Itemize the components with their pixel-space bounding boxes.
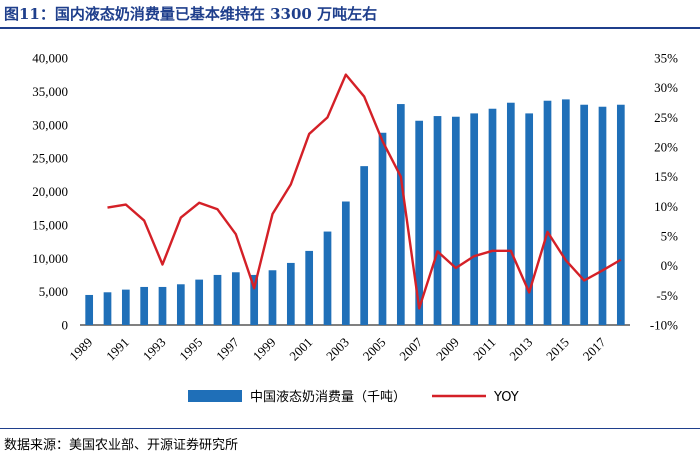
x-tick-label: 2015: [543, 335, 572, 364]
figure-title: 图11：国内液态奶消费量已基本维持在 3300 万吨左右: [4, 5, 378, 23]
x-tick-label: 1993: [140, 335, 169, 364]
bar-2007: [415, 120, 424, 325]
x-tick-label: 1995: [176, 335, 205, 364]
legend-line-label: YOY: [493, 390, 519, 405]
right-tick-label: -10%: [650, 318, 678, 333]
bar-1998: [250, 274, 259, 325]
bar-1990: [103, 292, 112, 325]
bar-2006: [396, 104, 405, 325]
left-tick-label: 30,000: [32, 117, 68, 132]
bar-2001: [305, 250, 314, 325]
chart: 0 5,000 10,000 15,000 20,000 25,000 30,000 35,0…: [32, 51, 679, 406]
right-tick-label: 35%: [654, 51, 678, 66]
right-tick-label: 15%: [654, 169, 678, 184]
bar-2013: [525, 113, 534, 326]
bar-1992: [140, 286, 149, 325]
x-tick-label: 1999: [250, 335, 279, 364]
bar-1995: [195, 279, 204, 325]
bar-series: [85, 99, 625, 326]
bar-2010: [470, 113, 479, 326]
bar-1994: [176, 284, 185, 325]
bar-1997: [231, 272, 240, 325]
x-tick-label: 2007: [396, 334, 425, 363]
x-tick-label: 1997: [213, 334, 242, 363]
x-tick-label: 1991: [103, 335, 132, 364]
bar-2005: [378, 132, 387, 325]
x-tick-label: 2009: [433, 335, 462, 364]
bar-2018: [616, 104, 625, 325]
bar-2003: [341, 201, 350, 325]
x-tick-label: 2005: [360, 335, 389, 364]
title-underline: [0, 27, 700, 29]
x-tick-label: 2013: [506, 335, 535, 364]
bar-1991: [121, 289, 130, 325]
bar-2015: [561, 99, 570, 325]
bar-2000: [286, 262, 295, 325]
bar-2004: [360, 166, 369, 325]
left-tick-label: 40,000: [32, 51, 68, 66]
bar-2016: [580, 104, 589, 325]
x-tick-label: 2001: [286, 335, 315, 364]
left-tick-label: 0: [62, 318, 69, 333]
right-tick-label: 25%: [654, 110, 678, 125]
bar-2008: [433, 116, 442, 325]
left-tick-label: 10,000: [32, 251, 68, 266]
x-tick-label: 2011: [470, 335, 499, 364]
yoy-line: [107, 73, 622, 310]
legend: 中国液态奶消费量（千吨） YOY: [188, 390, 519, 405]
bar-1989: [85, 294, 94, 325]
yoy-line-series: [107, 73, 622, 310]
left-tick-label: 25,000: [32, 151, 68, 166]
data-source-note: 数据来源：美国农业部、开源证券研究所: [4, 438, 239, 453]
left-tick-label: 20,000: [32, 184, 68, 199]
bar-1993: [158, 286, 167, 325]
bar-2012: [506, 102, 515, 325]
left-tick-label: 15,000: [32, 217, 68, 232]
right-tick-label: 5%: [661, 229, 679, 244]
legend-bar-swatch: [188, 390, 242, 402]
x-tick-label: 1989: [66, 335, 95, 364]
bar-1996: [213, 274, 222, 325]
x-tick-label: 2017: [580, 334, 609, 363]
source-divider: [0, 428, 700, 429]
bar-1999: [268, 270, 277, 325]
legend-bar-label: 中国液态奶消费量（千吨）: [250, 390, 406, 405]
bar-2009: [451, 116, 460, 326]
bar-2011: [488, 108, 497, 325]
right-tick-label: 0%: [661, 258, 679, 273]
left-tick-label: 5,000: [39, 284, 68, 299]
bar-2014: [543, 100, 552, 325]
right-tick-label: 10%: [654, 199, 678, 214]
bar-2017: [598, 106, 607, 325]
right-tick-label: -5%: [656, 288, 678, 303]
right-tick-label: 30%: [654, 80, 678, 95]
right-tick-label: 20%: [654, 140, 678, 155]
left-tick-label: 35,000: [32, 84, 68, 99]
bar-2002: [323, 231, 332, 325]
x-tick-label: 2003: [323, 335, 352, 364]
